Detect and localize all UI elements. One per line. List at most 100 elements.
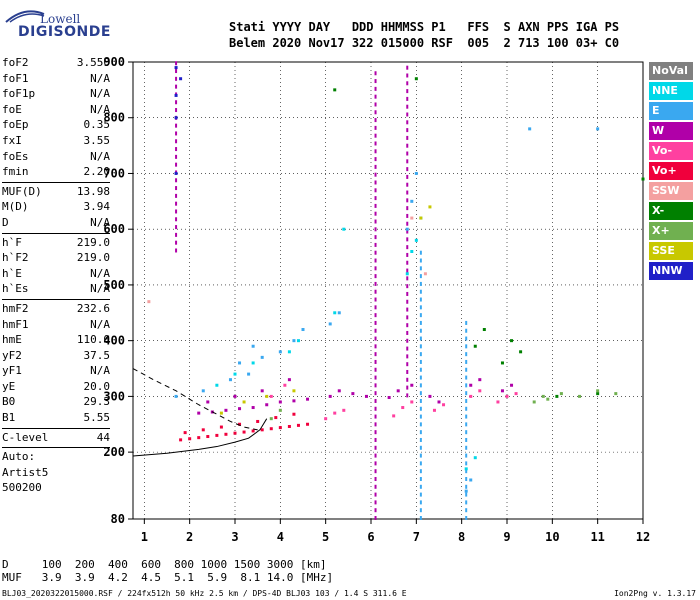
- echo-mark: [419, 352, 422, 357]
- echo-point: [197, 436, 201, 440]
- param-value: N/A: [90, 87, 110, 101]
- echo-mark: [374, 274, 377, 279]
- echo-mark: [175, 248, 178, 253]
- param-value: N/A: [90, 266, 110, 280]
- legend-entry: X+: [649, 222, 693, 240]
- echo-point: [296, 423, 300, 427]
- echo-point: [296, 339, 300, 343]
- param-value: N/A: [90, 149, 110, 163]
- echo-point: [324, 417, 328, 421]
- echo-mark: [406, 260, 409, 265]
- echo-mark: [374, 484, 377, 489]
- echo-mark: [419, 508, 422, 513]
- echo-mark: [465, 391, 468, 396]
- echo-mark: [406, 96, 409, 101]
- echo-mark: [419, 320, 422, 325]
- echo-mark: [465, 414, 468, 419]
- param-label: fmin: [2, 165, 29, 179]
- echo-point: [201, 428, 205, 432]
- echo-point: [328, 322, 332, 326]
- echo-mark: [374, 211, 377, 216]
- echo-mark: [406, 284, 409, 289]
- echo-point: [469, 478, 473, 482]
- echo-mark: [374, 430, 377, 435]
- echo-mark: [406, 128, 409, 133]
- x-tick-label: 12: [636, 530, 650, 544]
- echo-mark: [175, 186, 178, 191]
- echo-mark: [406, 221, 409, 226]
- echo-mark: [406, 369, 409, 374]
- echo-point: [641, 177, 645, 181]
- param-row: foF1p N/A: [2, 87, 112, 103]
- echo-mark: [419, 453, 422, 458]
- echo-point: [256, 419, 260, 423]
- legend-entry: SSW: [649, 182, 693, 200]
- echo-mark: [374, 219, 377, 224]
- param-row: foE N/A: [2, 103, 112, 119]
- echo-mark: [465, 406, 468, 411]
- echo-mark: [374, 437, 377, 442]
- echo-mark: [465, 445, 468, 450]
- echo-point: [596, 127, 600, 131]
- echo-mark: [419, 461, 422, 466]
- echo-mark: [175, 84, 178, 89]
- param-separator: [2, 181, 110, 183]
- echo-mark: [465, 344, 468, 349]
- echo-mark: [374, 149, 377, 154]
- echo-point: [333, 88, 337, 92]
- echo-point: [328, 394, 332, 398]
- muf-row: MUF 3.9 3.9 4.2 4.5 5.1 5.9 8.1 14.0 [MH…: [2, 571, 334, 584]
- param-row: fmin 2.20: [2, 165, 112, 181]
- x-tick-label: 2: [186, 530, 193, 544]
- echo-mark: [406, 167, 409, 172]
- param-value: N/A: [90, 364, 110, 378]
- echo-mark: [419, 437, 422, 442]
- echo-mark: [465, 469, 468, 474]
- echo-mark: [465, 398, 468, 403]
- param-row: yE 20.0: [2, 380, 112, 396]
- echo-point: [437, 400, 441, 404]
- echo-mark: [374, 125, 377, 130]
- echo-mark: [175, 108, 178, 113]
- param-value: 3.94: [83, 200, 111, 214]
- echo-mark: [419, 383, 422, 388]
- echo-point: [405, 227, 409, 231]
- param-label: MUF(D): [2, 184, 42, 198]
- echo-point: [260, 355, 264, 359]
- y-tick-label: 800: [103, 111, 125, 125]
- echo-mark: [406, 73, 409, 78]
- param-value: 3.55: [83, 133, 111, 147]
- echo-point: [238, 361, 242, 365]
- echo-point: [269, 394, 273, 398]
- echo-mark: [406, 135, 409, 140]
- echo-point: [410, 249, 414, 253]
- echo-mark: [374, 180, 377, 185]
- x-tick-label: 11: [590, 530, 604, 544]
- echo-point: [238, 407, 242, 411]
- echo-mark: [419, 469, 422, 474]
- echo-point: [500, 361, 504, 365]
- echo-mark: [406, 190, 409, 195]
- param-row: hmF2 232.6: [2, 302, 112, 318]
- param-value: N/A: [90, 282, 110, 296]
- echo-point: [351, 392, 355, 396]
- echo-mark: [419, 398, 422, 403]
- legend-entry: X-: [649, 202, 693, 220]
- echo-mark: [465, 430, 468, 435]
- echo-mark: [419, 445, 422, 450]
- echo-point: [414, 171, 418, 175]
- echo-point: [541, 394, 545, 398]
- echo-point: [292, 339, 296, 343]
- echo-mark: [374, 461, 377, 466]
- echo-point: [410, 383, 414, 387]
- echo-point: [405, 272, 409, 276]
- echo-mark: [406, 291, 409, 296]
- echo-point: [269, 427, 273, 431]
- echo-mark: [374, 71, 377, 76]
- echo-mark: [419, 281, 422, 286]
- echo-mark: [465, 352, 468, 357]
- echo-mark: [419, 313, 422, 318]
- echo-point: [147, 300, 151, 304]
- echo-point: [473, 456, 477, 460]
- echo-point: [278, 400, 282, 404]
